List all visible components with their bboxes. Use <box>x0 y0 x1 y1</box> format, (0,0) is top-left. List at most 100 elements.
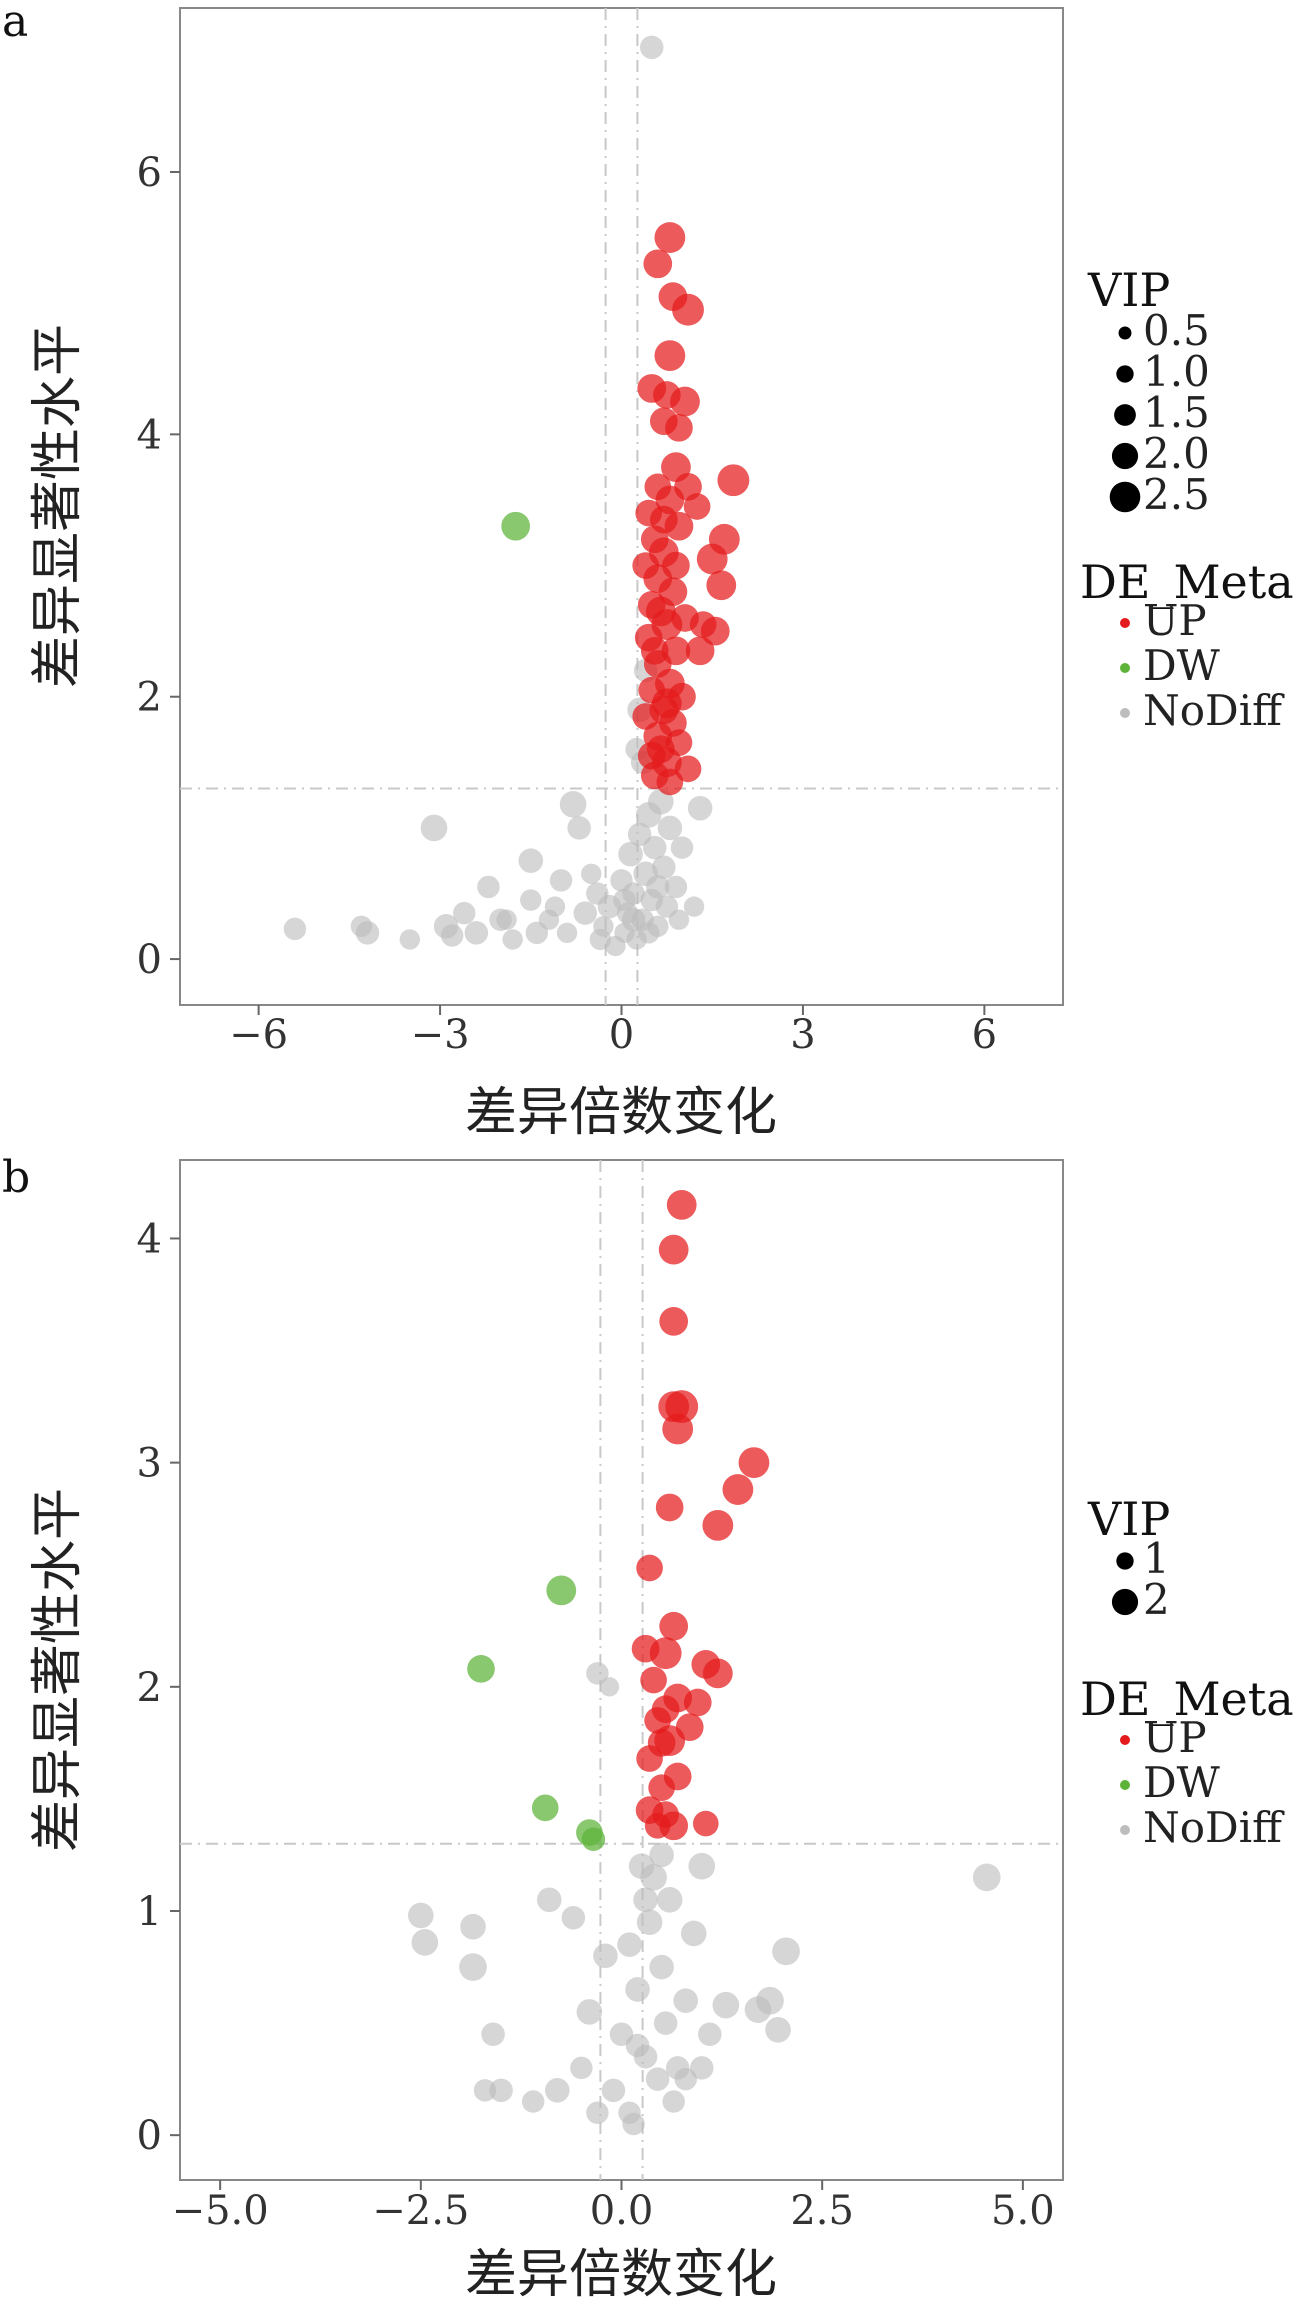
data-point-nodiff <box>646 875 670 899</box>
data-point-nodiff <box>556 922 578 944</box>
data-point-up <box>706 570 737 601</box>
data-point-nodiff <box>460 1913 486 1940</box>
color-legend-title-b: DE_Meta <box>1080 1672 1294 1726</box>
data-point-up <box>692 1810 719 1837</box>
size-legend-swatch <box>1111 442 1139 470</box>
data-point-dw <box>546 1575 577 1606</box>
size-legend-swatch <box>1109 481 1141 513</box>
color-legend-label: DW <box>1143 641 1221 690</box>
data-point-nodiff <box>536 1887 562 1913</box>
data-point-up <box>717 464 750 497</box>
data-point-nodiff <box>662 2090 685 2113</box>
data-point-nodiff <box>561 1905 586 1930</box>
x-tick-label: −5.0 <box>172 2188 269 2234</box>
data-point-nodiff <box>399 929 421 950</box>
data-point-nodiff <box>628 1853 655 1879</box>
volcano-plot-a: a −6 −3 0 3 6 0 2 4 6 差异倍数变化 差异显著性水平 VIP 0.51.0… <box>2 0 1294 1143</box>
x-tick-label: 3 <box>790 1012 815 1058</box>
data-point-nodiff <box>586 2101 609 2124</box>
data-point-nodiff <box>680 1920 707 1947</box>
data-point-dw <box>501 511 531 541</box>
x-tick-label: 0 <box>609 1012 634 1058</box>
data-point-up <box>646 735 675 764</box>
data-point-nodiff <box>496 909 517 930</box>
y-axis-ticks-b: 0 1 2 3 4 <box>137 1216 180 2159</box>
size-legend-swatch <box>1116 1552 1134 1570</box>
data-point-nodiff <box>459 1953 487 1981</box>
data-point-nodiff <box>636 1909 663 1935</box>
data-point-nodiff <box>283 917 307 941</box>
data-point-nodiff <box>639 35 664 60</box>
data-point-up <box>666 1189 697 1220</box>
data-point-nodiff <box>350 915 373 938</box>
data-point-nodiff <box>477 875 500 899</box>
size-legend-label: 1.5 <box>1143 388 1210 437</box>
data-point-nodiff <box>567 816 591 840</box>
data-point-up <box>685 636 715 666</box>
size-legend-swatch <box>1118 326 1132 340</box>
data-point-nodiff <box>649 1954 674 1980</box>
x-tick-label: 0.0 <box>590 2188 654 2234</box>
data-point-nodiff <box>545 2078 570 2103</box>
color-legend-label: NoDiff <box>1143 686 1285 735</box>
data-point-nodiff <box>589 928 612 951</box>
data-point-up <box>643 249 673 279</box>
data-point-nodiff <box>586 1662 609 1685</box>
data-point-nodiff <box>648 788 674 815</box>
size-legend-swatch <box>1114 404 1136 426</box>
size-legend-label: 2 <box>1143 1575 1170 1624</box>
data-point-nodiff <box>464 921 489 945</box>
data-point-nodiff <box>453 901 476 925</box>
data-point-nodiff <box>618 841 643 867</box>
data-point-nodiff <box>712 1991 740 2019</box>
color-legend-swatch <box>1120 618 1130 628</box>
data-point-nodiff <box>440 924 464 947</box>
color-legend-swatch <box>1120 708 1130 718</box>
y-axis-title-b: 差异显著性水平 <box>28 1488 88 1852</box>
data-point-nodiff <box>570 2056 593 2080</box>
y-tick-label: 0 <box>137 2113 162 2159</box>
data-point-nodiff <box>601 2078 626 2103</box>
data-point-nodiff <box>668 909 690 930</box>
x-tick-label: −3 <box>411 1012 470 1058</box>
data-point-nodiff <box>972 1863 1001 1892</box>
data-point-nodiff <box>649 1842 674 1868</box>
plot-frame-a <box>179 7 1064 1006</box>
data-point-nodiff <box>581 863 602 885</box>
data-point-nodiff <box>518 848 544 873</box>
data-point-up <box>636 1554 663 1582</box>
data-point-nodiff <box>521 2090 545 2113</box>
data-point-up <box>651 688 682 719</box>
data-point-up <box>683 493 711 520</box>
y-axis-title-a: 差异显著性水平 <box>28 324 88 688</box>
color-legend-label: UP <box>1143 1713 1207 1762</box>
data-point-up <box>640 1666 667 1694</box>
data-point-nodiff <box>411 1929 439 1956</box>
data-point-nodiff <box>656 1886 683 1913</box>
size-legend-label: 0.5 <box>1143 306 1210 355</box>
color-legend-swatch <box>1120 1735 1130 1745</box>
data-point-up <box>659 1611 689 1641</box>
color-legend-swatch <box>1120 663 1130 673</box>
color-legend-label: UP <box>1143 596 1207 645</box>
data-point-nodiff <box>621 907 646 932</box>
data-point-up <box>670 386 700 417</box>
data-point-nodiff <box>683 896 705 917</box>
y-tick-label: 0 <box>137 937 162 983</box>
color-legend-swatch <box>1120 1825 1130 1835</box>
data-point-up <box>738 1447 770 1479</box>
data-point-nodiff <box>643 835 667 860</box>
x-axis-title-a: 差异倍数变化 <box>465 1083 777 1143</box>
data-point-up <box>662 1413 694 1445</box>
data-point-up <box>658 1234 689 1265</box>
data-point-nodiff <box>520 889 542 911</box>
data-point-nodiff <box>576 1999 603 2025</box>
x-axis-title-b: 差异倍数变化 <box>465 2245 777 2304</box>
color-legend-label: DW <box>1143 1758 1221 1807</box>
data-point-nodiff <box>573 901 597 925</box>
size-legend-label: 2.0 <box>1143 429 1210 478</box>
data-point-dw <box>467 1655 495 1683</box>
data-point-nodiff <box>544 896 566 917</box>
